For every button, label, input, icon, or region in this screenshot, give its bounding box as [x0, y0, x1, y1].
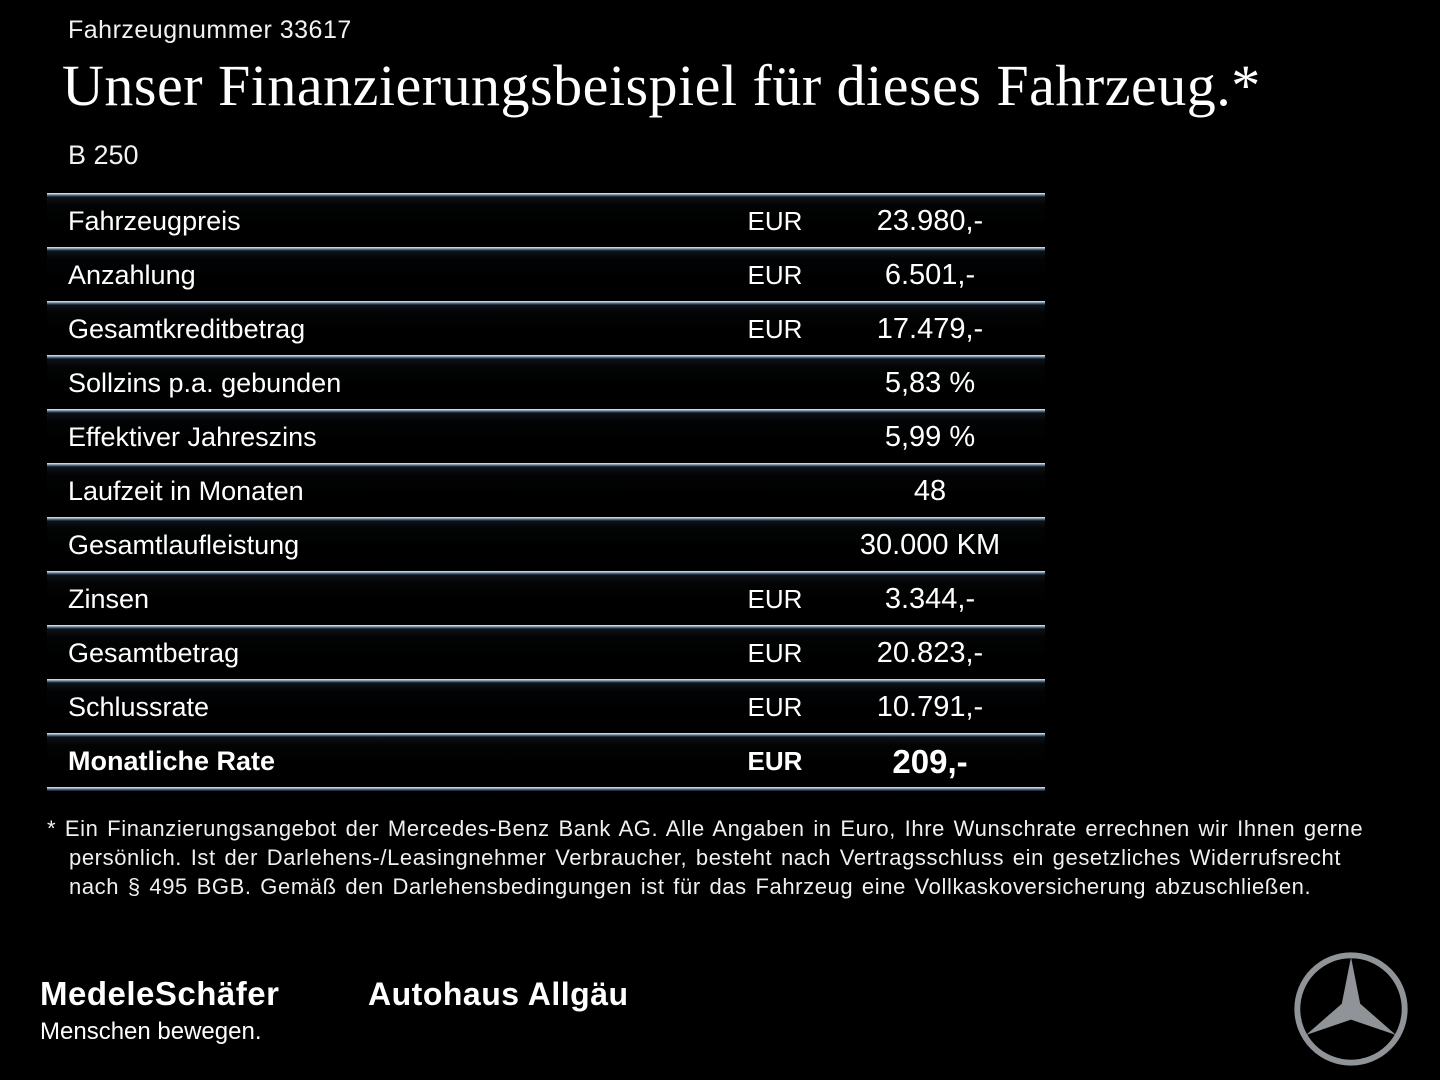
- dealer-logo-medele-schaefer: MedeleSchäfer: [40, 975, 280, 1012]
- table-row-laufzeit: Laufzeit in Monaten 48: [47, 463, 1045, 517]
- row-label: Monatliche Rate: [68, 746, 276, 776]
- row-value: 5,83 %: [884, 367, 976, 399]
- row-currency: [715, 435, 835, 438]
- row-currency: EUR: [747, 314, 803, 344]
- table-row-monatliche-rate: Monatliche Rate EUR 209,-: [47, 733, 1045, 787]
- dealer-logo-autohaus-allgaeu: Autohaus Allgäu: [368, 976, 629, 1012]
- row-label: Zinsen: [68, 584, 150, 614]
- row-label: Sollzins p.a. gebunden: [68, 368, 342, 398]
- row-value: 3.344,-: [884, 583, 976, 615]
- row-label: Gesamtlaufleistung: [68, 530, 300, 560]
- table-row-sollzins: Sollzins p.a. gebunden 5,83 %: [47, 355, 1045, 409]
- row-label: Anzahlung: [68, 260, 196, 290]
- mercedes-star-icon: [1294, 952, 1408, 1066]
- table-row-gesamtkreditbetrag: Gesamtkreditbetrag EUR 17.479,-: [47, 301, 1045, 355]
- row-value: 48: [913, 475, 947, 507]
- financing-footnote: * Ein Finanzierungsangebot der Mercedes-…: [47, 816, 1364, 899]
- table-row-anzahlung: Anzahlung EUR 6.501,-: [47, 247, 1045, 301]
- row-currency: EUR: [747, 584, 803, 614]
- row-currency: [715, 543, 835, 546]
- row-label: Fahrzeugpreis: [68, 206, 241, 236]
- row-label: Schlussrate: [68, 692, 210, 722]
- table-row-fahrzeugpreis: Fahrzeugpreis EUR 23.980,-: [47, 193, 1045, 247]
- table-row-schlussrate: Schlussrate EUR 10.791,-: [47, 679, 1045, 733]
- footer: MedeleSchäfer Menschen bewegen. Autohaus…: [0, 950, 1440, 1080]
- row-value: 30.000 KM: [859, 529, 1001, 561]
- row-label: Effektiver Jahreszins: [68, 422, 317, 452]
- dealer-tagline: Menschen bewegen.: [40, 1018, 262, 1045]
- vehicle-model: B 250: [68, 140, 139, 170]
- row-label: Gesamtbetrag: [68, 638, 240, 668]
- row-value: 23.980,-: [876, 205, 984, 237]
- row-value: 209,-: [892, 742, 968, 780]
- finance-table: Fahrzeugpreis EUR 23.980,- Anzahlung EUR…: [47, 193, 1045, 791]
- row-currency: [715, 489, 835, 492]
- row-currency: EUR: [747, 638, 803, 668]
- row-currency: [715, 381, 835, 384]
- table-row-gesamtbetrag: Gesamtbetrag EUR 20.823,-: [47, 625, 1045, 679]
- table-row-gesamtlaufleistung: Gesamtlaufleistung 30.000 KM: [47, 517, 1045, 571]
- row-label: Laufzeit in Monaten: [68, 476, 304, 506]
- row-value: 10.791,-: [876, 691, 984, 723]
- row-label: Gesamtkreditbetrag: [68, 314, 306, 344]
- row-value: 5,99 %: [884, 421, 976, 453]
- row-value: 20.823,-: [876, 637, 984, 669]
- table-row-zinsen: Zinsen EUR 3.344,-: [47, 571, 1045, 625]
- vehicle-number: Fahrzeugnummer 33617: [68, 16, 352, 44]
- row-value: 6.501,-: [884, 259, 976, 291]
- table-row-effektiver-jahreszins: Effektiver Jahreszins 5,99 %: [47, 409, 1045, 463]
- row-currency: EUR: [747, 260, 803, 290]
- row-currency: EUR: [747, 206, 803, 236]
- row-currency: EUR: [747, 692, 803, 722]
- row-value: 17.479,-: [876, 313, 984, 345]
- row-currency: EUR: [747, 746, 803, 776]
- page-title: Unser Finanzierungsbeispiel für dieses F…: [62, 53, 1261, 118]
